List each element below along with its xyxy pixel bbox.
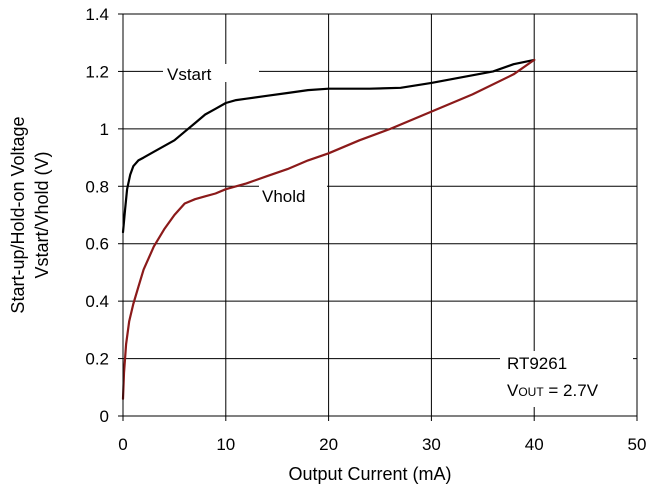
x-tick-label: 30 <box>422 435 441 454</box>
y-tick-label: 0.2 <box>85 350 109 369</box>
series-line-vhold <box>121 58 536 400</box>
condition-box-bg <box>500 351 633 407</box>
x-tick-label: 50 <box>628 435 647 454</box>
vhold-label-bg <box>259 184 327 206</box>
y-tick-label: 1.4 <box>85 5 109 24</box>
y-axis-title-line1: Start-up/Hold-on Voltage <box>8 116 28 313</box>
y-tick-label: 0.8 <box>85 177 109 196</box>
y-tick-label: 0.6 <box>85 235 109 254</box>
axis-ticks: 0 0.2 0.4 0.6 0.8 1 1.2 1.4 0 10 20 30 40 50 <box>85 5 646 454</box>
x-axis-title: Output Current (mA) <box>288 464 451 484</box>
vout-subscript: OUT <box>518 385 544 399</box>
vstart-label-bg <box>163 64 259 82</box>
vstart-series-label: Vstart <box>167 65 212 84</box>
y-tick-label: 1.2 <box>85 62 109 81</box>
vhold-series-label: Vhold <box>262 187 305 206</box>
y-tick-label: 1 <box>100 120 109 139</box>
y-tick-label: 0 <box>100 407 109 426</box>
device-label: RT9261 <box>507 354 567 373</box>
y-tick-label: 0.4 <box>85 292 109 311</box>
vout-label: VOUT = 2.7V <box>507 381 599 400</box>
x-tick-label: 20 <box>319 435 338 454</box>
x-tick-label: 0 <box>118 435 127 454</box>
series-line-vstart <box>121 58 536 234</box>
series-layer <box>121 58 536 400</box>
y-axis-title-line2: Vstart/Vhold (V) <box>32 151 52 278</box>
x-tick-label: 40 <box>525 435 544 454</box>
vout-value: = 2.7V <box>544 381 599 400</box>
vout-main: V <box>507 381 519 400</box>
x-tick-label: 10 <box>216 435 235 454</box>
plot-area-frame <box>122 13 638 417</box>
